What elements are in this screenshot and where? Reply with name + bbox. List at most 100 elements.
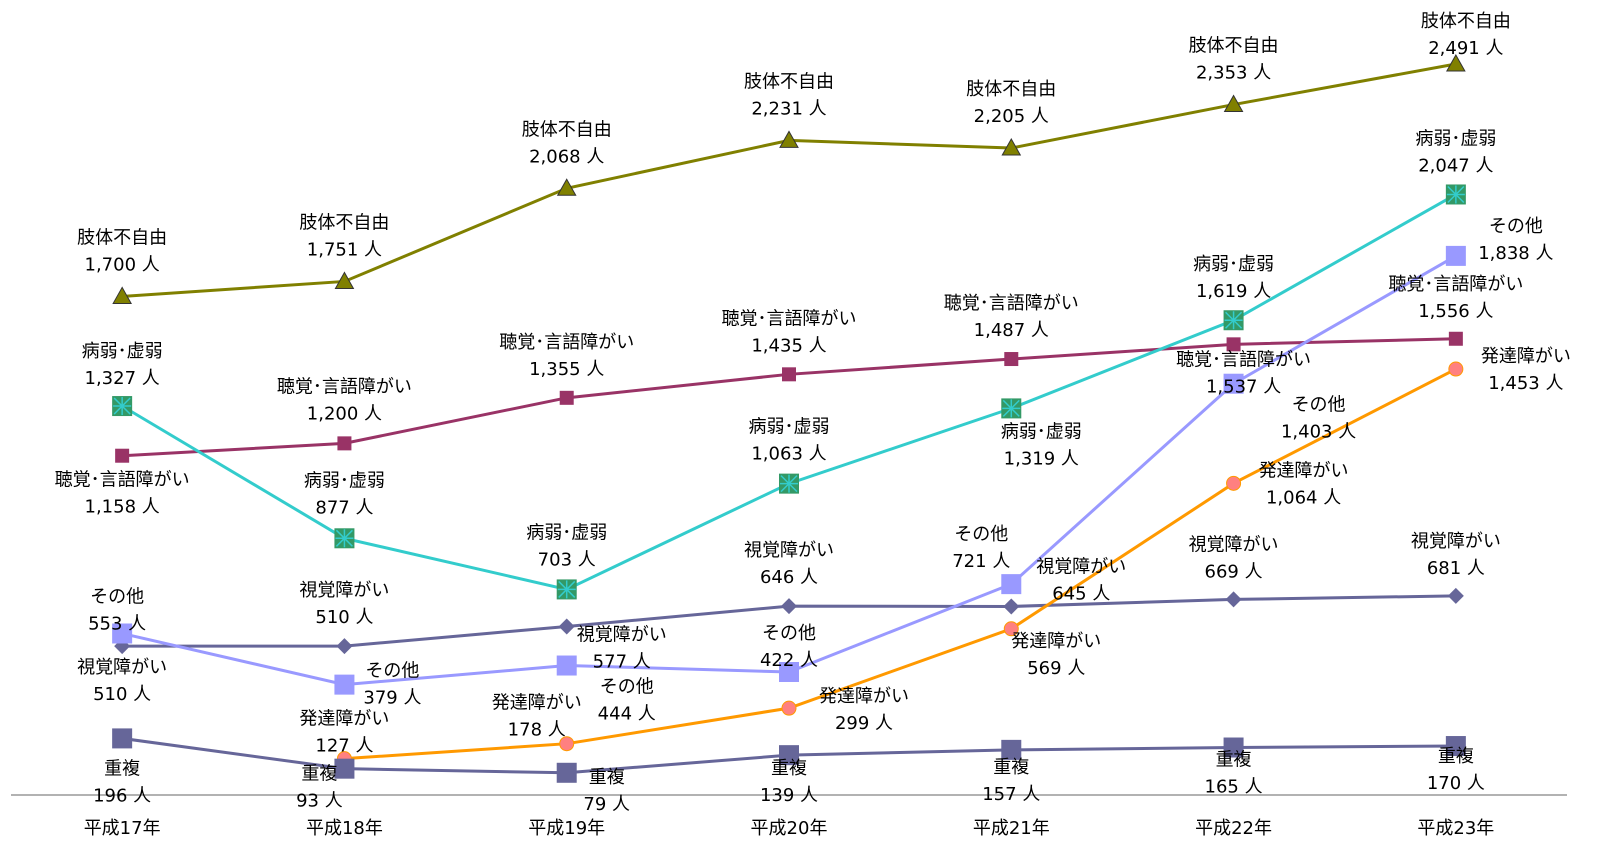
data-label: 1,435 人 <box>751 335 826 356</box>
marker <box>334 674 355 695</box>
x-tick-label: 平成20年 <box>751 818 828 839</box>
data-label: 139 人 <box>760 785 818 806</box>
data-label: 2,231 人 <box>751 98 826 119</box>
x-tick-label: 平成21年 <box>973 818 1050 839</box>
data-label: 553 人 <box>88 613 146 634</box>
data-label: 645 人 <box>1052 583 1110 604</box>
data-label-name: 重複 <box>104 758 140 779</box>
marker <box>1445 736 1466 757</box>
marker <box>337 436 352 451</box>
marker <box>1001 138 1022 156</box>
marker <box>1001 574 1022 595</box>
data-label-name: 肢体不自由 <box>966 79 1056 100</box>
marker <box>1225 591 1242 608</box>
data-label: 170 人 <box>1427 773 1485 794</box>
data-label: 178 人 <box>508 720 566 741</box>
marker <box>781 598 797 615</box>
marker <box>112 286 132 304</box>
data-label-name: 重複 <box>771 758 807 779</box>
data-label-name: 発達障がい <box>819 686 909 707</box>
marker <box>556 762 577 783</box>
data-label-name: 視覚障がい <box>1189 534 1279 555</box>
data-label: 703 人 <box>538 549 596 570</box>
data-label-name: 発達障がい <box>1481 346 1571 367</box>
data-label-name: 発達障がい <box>299 709 389 730</box>
marker <box>782 367 796 382</box>
data-label: 1,619 人 <box>1196 281 1271 302</box>
marker <box>1223 94 1244 113</box>
marker <box>1004 352 1019 367</box>
data-label-name: 重複 <box>589 767 625 788</box>
data-label-name: 視覚障がい <box>744 540 834 561</box>
marker <box>334 758 355 779</box>
data-label: 2,491 人 <box>1428 38 1503 59</box>
marker <box>1448 361 1464 377</box>
data-label-name: その他 <box>365 661 419 682</box>
marker <box>1226 475 1242 491</box>
data-label: 2,205 人 <box>974 106 1049 127</box>
data-label: 510 人 <box>315 607 373 628</box>
data-label-name: 病弱･虚弱 <box>749 417 830 438</box>
marker <box>781 700 797 716</box>
data-label: 422 人 <box>760 650 818 671</box>
marker <box>1223 310 1244 331</box>
data-label: 1,403 人 <box>1281 422 1356 443</box>
data-label-name: その他 <box>600 677 654 698</box>
data-label: 79 人 <box>583 794 630 815</box>
marker <box>1001 398 1022 419</box>
data-label: 1,327 人 <box>85 368 160 389</box>
data-label-name: 病弱･虚弱 <box>1193 254 1274 275</box>
data-label: 1,487 人 <box>974 320 1049 341</box>
data-label: 1,537 人 <box>1206 376 1281 397</box>
marker <box>1447 587 1464 604</box>
data-label: 299 人 <box>835 713 893 734</box>
data-label-name: その他 <box>762 623 816 644</box>
marker <box>112 623 133 644</box>
data-label-name: 視覚障がい <box>577 624 667 645</box>
data-label-name: 重複 <box>301 764 337 785</box>
data-label-name: 病弱･虚弱 <box>304 470 385 491</box>
marker <box>556 178 577 196</box>
data-label-name: 視覚障がい <box>1411 531 1501 552</box>
marker <box>559 390 574 405</box>
marker <box>779 473 799 494</box>
data-label: 1,063 人 <box>751 444 826 465</box>
data-label: 1,355 人 <box>529 359 604 380</box>
data-label-name: 病弱･虚弱 <box>82 341 163 362</box>
data-label: 569 人 <box>1027 658 1085 679</box>
marker <box>115 448 130 463</box>
x-tick-label: 平成19年 <box>528 818 605 839</box>
data-label-name: 肢体不自由 <box>77 227 167 248</box>
marker <box>334 528 355 549</box>
data-label: 577 人 <box>593 651 651 672</box>
data-label: 379 人 <box>363 688 421 709</box>
data-label: 1,700 人 <box>85 254 160 275</box>
data-label-name: 聴覚･言語障がい <box>1388 274 1523 295</box>
marker <box>1223 373 1244 394</box>
data-label: 1,453 人 <box>1488 373 1563 394</box>
marker <box>1446 53 1466 72</box>
data-label: 157 人 <box>982 784 1040 805</box>
data-label-name: 視覚障がい <box>299 580 389 601</box>
marker <box>1223 737 1244 758</box>
data-label: 877 人 <box>315 497 373 518</box>
data-label-name: 聴覚･言語障がい <box>55 470 190 491</box>
marker <box>1445 184 1466 205</box>
series-line <box>344 367 1457 761</box>
data-label-name: 肢体不自由 <box>744 71 834 92</box>
marker <box>556 655 577 676</box>
data-label-name: 肢体不自由 <box>1189 36 1279 57</box>
data-label: 93 人 <box>296 791 343 812</box>
data-label-name: 聴覚･言語障がい <box>944 293 1079 314</box>
marker <box>1003 598 1020 615</box>
x-tick-label: 平成17年 <box>84 818 161 839</box>
data-label: 1,838 人 <box>1478 243 1553 264</box>
marker <box>558 618 575 635</box>
marker <box>112 396 133 417</box>
data-label-name: 視覚障がい <box>77 657 167 678</box>
data-label-name: 病弱･虚弱 <box>526 522 607 543</box>
marker <box>336 638 353 655</box>
data-label-name: その他 <box>954 524 1008 545</box>
marker <box>779 745 799 766</box>
